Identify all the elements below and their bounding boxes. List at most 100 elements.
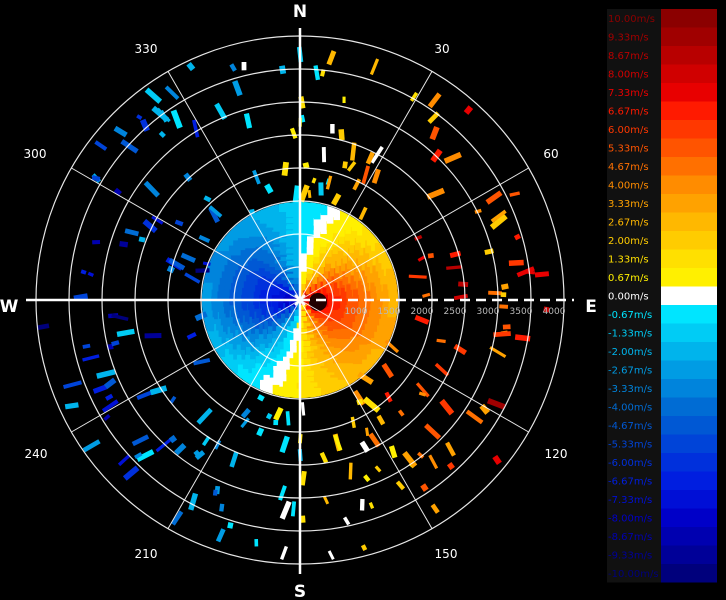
azimuth-spoke [167,299,301,529]
azimuth-label-330: 330 [135,42,158,56]
legend-swatch [661,64,717,83]
scatter-return [94,140,108,151]
scatter-return [307,189,312,199]
scatter-return [420,483,429,492]
scatter-return [446,265,462,270]
legend-swatch [661,268,717,287]
legend-label: -5.33m/s [608,439,652,450]
scatter-return [257,394,265,402]
scatter-return [426,187,445,200]
legend-label: 5.33m/s [608,143,649,154]
scatter-return [422,292,431,298]
scatter-return [325,175,333,190]
scatter-return [92,384,108,394]
scatter-return [397,409,405,417]
scatter-return [359,498,365,511]
legend-label: -6.00m/s [608,458,652,469]
scatter-return [111,313,129,322]
scatter-return [486,397,506,410]
scatter-return [493,331,511,338]
scatter-return [215,528,226,543]
scatter-return [119,240,129,248]
legend-label: 8.00m/s [608,70,649,81]
range-label-3500: 3500 [510,307,533,317]
scatter-return [124,228,139,237]
legend-label: 2.67m/s [608,217,649,228]
scattered-returns [37,46,550,560]
scatter-return [488,290,502,296]
scatter-return [361,165,371,185]
scatter-return [80,269,87,275]
scatter-return [414,314,430,325]
scatter-return [243,113,253,129]
scatter-return [208,205,223,218]
scatter-return [193,357,211,366]
scatter-return [443,151,462,164]
azimuth-spoke [299,167,529,301]
scatter-return [321,147,327,163]
legend-label: -4.67m/s [608,421,652,432]
scatter-return [485,190,503,205]
range-label-1500: 1500 [378,307,401,317]
legend-label: 4.00m/s [608,180,649,191]
scatter-return [264,183,274,195]
scatter-return [292,185,301,203]
scatter-return [360,544,368,552]
scatter-return [280,545,288,560]
legend-swatch [661,27,717,46]
scatter-return [414,234,423,241]
scatter-return [326,50,337,66]
azimuth-spoke [299,71,433,301]
scatter-return [149,385,168,396]
scatter-return [201,435,211,447]
scatter-return [300,402,306,416]
legend-swatch [661,305,717,324]
scatter-return [362,396,381,413]
scatter-return [434,362,450,377]
scatter-return [144,333,162,339]
scatter-return [489,213,508,230]
scatter-return [136,449,155,462]
legend-swatch [661,434,717,453]
scatter-return [429,125,440,141]
legend-label: -3.33m/s [608,384,652,395]
scatter-return [82,354,100,362]
scatter-return [500,283,509,290]
west-label: W [0,297,19,317]
scatter-return [139,118,150,132]
scatter-return [273,419,279,426]
legend-swatch [661,138,717,157]
scatter-return [256,427,265,437]
scatter-return [105,393,114,401]
scatter-return [252,169,261,185]
scatter-return [318,182,324,196]
scatter-return [278,485,287,501]
scatter-return [143,180,160,198]
scatter-return [516,266,535,278]
legend-label: -1.33m/s [608,328,652,339]
scatter-return [168,434,178,444]
legend-swatch [661,286,717,305]
scatter-return [333,434,343,451]
scatter-return [155,438,172,453]
scatter-return [240,407,251,419]
scatter-return [134,452,143,460]
legend-swatch [661,175,717,194]
scatter-return [113,187,122,196]
legend-swatch [661,83,717,102]
scatter-return [138,236,146,243]
scatter-return [479,403,491,415]
scatter-return [490,209,507,223]
legend-label: -7.33m/s [608,495,652,506]
legend-label: 9.33m/s [608,33,649,44]
east-label: E [585,297,597,317]
scatter-return [311,177,317,184]
velocity-legend: 10.00m/s 9.33m/s 8.67m/s 8.00m/s 7.33m/s 6.67… [607,9,717,583]
scatter-return [241,61,247,71]
scatter-return [350,142,357,161]
scatter-return [465,409,484,425]
scatter-return [229,63,237,72]
legend-label: -10.00m/s [608,569,659,580]
